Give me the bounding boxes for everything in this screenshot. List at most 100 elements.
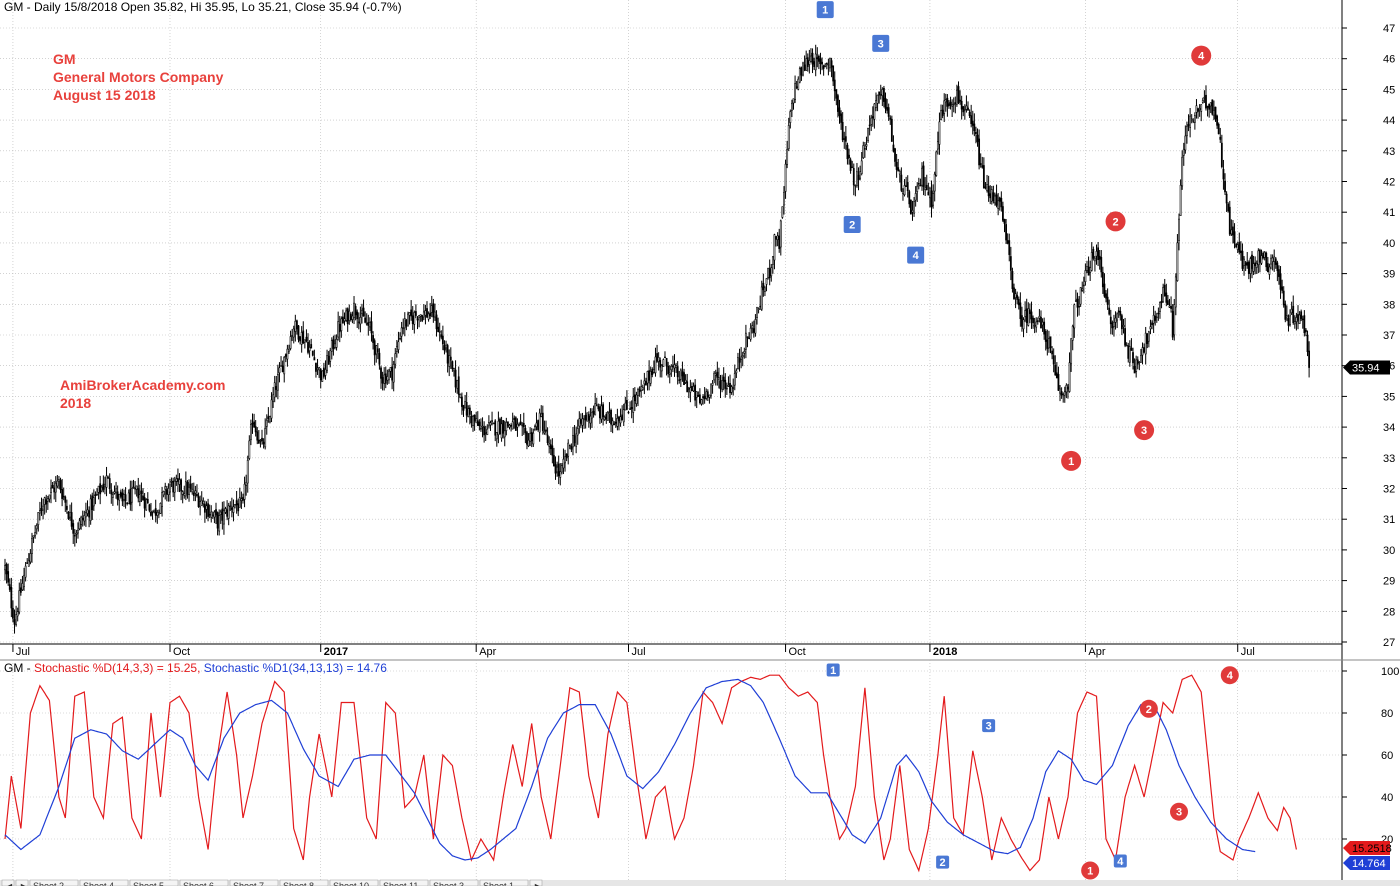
candle-body (430, 305, 433, 313)
candle-body (27, 559, 30, 567)
candle-body (457, 376, 460, 395)
sheet-tab-box[interactable] (29, 879, 79, 886)
sheet-tab-box[interactable] (329, 879, 379, 886)
candle-body (518, 424, 520, 426)
sheet-tab[interactable]: Sheet 2 (29, 879, 79, 886)
candle-body (672, 365, 674, 367)
candle-body (803, 64, 806, 71)
candle-body (292, 328, 295, 338)
candle-body (771, 256, 774, 265)
candle-body (738, 357, 741, 363)
sheet-tab-box[interactable] (179, 879, 229, 886)
candle-body (541, 412, 544, 431)
candle-body (692, 386, 695, 392)
sheet-tab-label[interactable]: ► (19, 881, 28, 886)
candle-body (373, 340, 376, 356)
sheet-tab-label[interactable]: Sheet 7 (233, 881, 264, 886)
candle-body (911, 210, 914, 213)
sheet-tab-box[interactable] (15, 879, 29, 886)
date-tick-label: Apr (1088, 646, 1105, 658)
sheet-tab[interactable]: Sheet 7 (229, 879, 279, 886)
candle-body (944, 99, 947, 103)
indicator-red-wave-marker: 4 (1220, 666, 1239, 685)
sheet-tab-label[interactable]: Sheet 8 (283, 881, 314, 886)
sheet-tab-label[interactable]: Sheet 5 (133, 881, 164, 886)
candle-body (1168, 305, 1171, 308)
sheet-tab-box[interactable] (529, 879, 543, 886)
candle-body (72, 523, 75, 534)
sheet-tab-label[interactable]: ► (533, 881, 542, 886)
candle-body (963, 109, 966, 111)
candle-body (1279, 273, 1282, 290)
sheet-tab-box[interactable] (79, 879, 129, 886)
sheet-tab-label[interactable]: ◄ (5, 881, 14, 886)
candle-body (1160, 300, 1163, 304)
candle-body (1190, 118, 1193, 121)
sheet-tab-box[interactable] (229, 879, 279, 886)
candle-body (1295, 317, 1298, 322)
candle-body (1227, 203, 1230, 212)
candle-body (1144, 332, 1147, 355)
sheet-tab[interactable]: Sheet 1 (479, 879, 529, 886)
date-tick-label: Apr (479, 646, 496, 658)
sheet-tab[interactable]: Sheet 5 (129, 879, 179, 886)
sheet-tab-label[interactable]: Sheet 10 (333, 881, 369, 886)
sheet-tab-box[interactable] (379, 879, 429, 886)
candle-body (516, 423, 519, 428)
candle-body (162, 491, 165, 496)
sheet-tab[interactable]: Sheet 8 (279, 879, 329, 886)
candle-body (878, 91, 881, 96)
candle-body (794, 83, 796, 100)
candle-body (1159, 302, 1161, 312)
candle-body (844, 136, 847, 142)
sheet-tab-label[interactable]: Sheet 2 (33, 881, 64, 886)
sheet-tab-label[interactable]: Sheet 6 (183, 881, 214, 886)
sheet-tab[interactable]: Sheet 4 (79, 879, 129, 886)
sheet-tab-box[interactable] (479, 879, 529, 886)
candle-body (127, 492, 130, 505)
candle-body (1181, 156, 1184, 187)
sheet-tab-label[interactable]: Sheet 1 (483, 881, 514, 886)
sheet-tab-label[interactable]: Sheet 4 (83, 881, 114, 886)
indicator-red-wave-marker: 2 (1139, 699, 1158, 718)
sheet-tab-box[interactable] (279, 879, 329, 886)
sheet-tab[interactable]: Sheet 6 (179, 879, 229, 886)
candle-body (349, 313, 352, 321)
sheet-tab[interactable]: ► (529, 879, 543, 886)
sheet-tabs[interactable]: ◄ ► Sheet 2 Sheet 4 Sheet 5 Sheet 6 Sheet 7 She… (0, 879, 1400, 886)
candle-body (1098, 255, 1101, 260)
candle-body (1086, 266, 1088, 271)
candle-body (70, 512, 73, 527)
sheet-tab[interactable]: ◄ (1, 879, 15, 886)
sheet-tab[interactable]: Sheet 10 (329, 879, 379, 886)
sheet-tab-box[interactable] (129, 879, 179, 886)
candle-body (737, 357, 739, 369)
price-tick-label: 29 (1383, 576, 1395, 588)
candle-body (110, 489, 113, 495)
candle-body (475, 418, 478, 423)
sheet-tab-box[interactable] (1, 879, 15, 886)
candle-body (570, 445, 573, 450)
candle-body (886, 107, 888, 111)
candle-body (270, 399, 273, 419)
candle-body (725, 387, 728, 390)
candle-body (61, 489, 64, 499)
candle-body (802, 62, 804, 76)
sheet-tab-label[interactable]: Sheet 11 (383, 881, 418, 886)
candle-body (1197, 108, 1199, 112)
sheet-tab-box[interactable] (429, 879, 479, 886)
candle-body (941, 109, 944, 116)
sheet-tab[interactable]: ► (15, 879, 29, 886)
candle-body (26, 562, 29, 564)
candle-body (1016, 295, 1019, 300)
candle-body (211, 514, 214, 517)
candle-body (1081, 288, 1084, 291)
candle-body (1282, 290, 1285, 306)
candle-body (533, 426, 536, 430)
candle-body (1209, 102, 1212, 107)
sheet-tab[interactable]: Sheet 3 (429, 879, 479, 886)
sheet-tab[interactable]: Sheet 11 (379, 879, 429, 886)
candle-body (272, 394, 275, 402)
wave-marker-label: 4 (1198, 51, 1205, 63)
sheet-tab-label[interactable]: Sheet 3 (433, 881, 464, 886)
